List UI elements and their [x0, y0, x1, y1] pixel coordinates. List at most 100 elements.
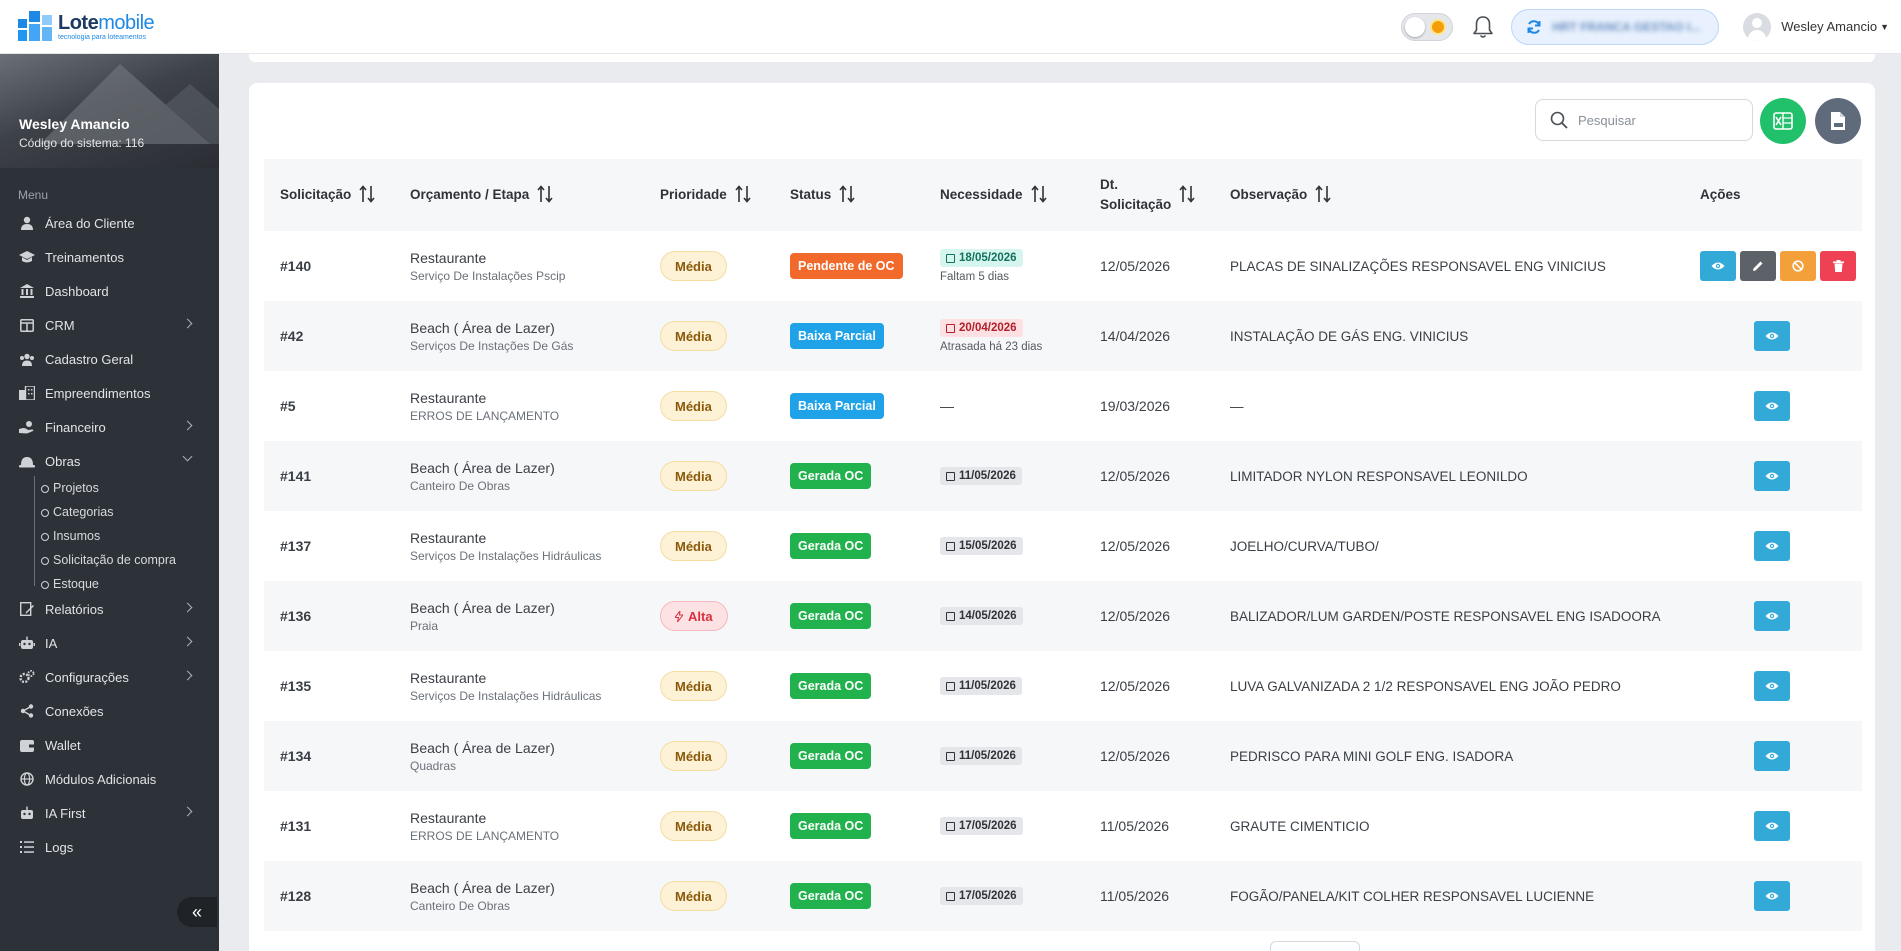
col-prioridade[interactable]: Prioridade	[644, 159, 774, 231]
search-box[interactable]	[1535, 99, 1753, 141]
sidebar-item-modulos-adicionais[interactable]: Módulos Adicionais	[0, 762, 219, 796]
need-date-chip: 20/04/2026	[940, 319, 1023, 337]
view-button[interactable]	[1754, 811, 1790, 841]
company-selector[interactable]: HRT FRANCA GESTAO I...	[1511, 8, 1720, 45]
table-row[interactable]: #137 Restaurante Serviços De Instalações…	[264, 511, 1862, 581]
sort-icon[interactable]	[537, 184, 553, 206]
cancel-button[interactable]	[1780, 251, 1816, 281]
notification-bell-icon[interactable]	[1469, 13, 1497, 41]
eye-icon	[1765, 681, 1779, 691]
sidebar-item-empreendimentos[interactable]: Empreendimentos	[0, 376, 219, 410]
status-cell: Gerada OC	[774, 721, 924, 791]
sort-icon[interactable]	[735, 184, 751, 206]
col-orcamento-etapa[interactable]: Orçamento / Etapa	[394, 159, 644, 231]
need-note: Atrasada há 23 dias	[940, 341, 1043, 353]
caret-down-icon: ▼	[1880, 21, 1889, 32]
col-label-line1: Dt.	[1100, 177, 1118, 192]
actions-cell	[1684, 371, 1862, 441]
purchase-requests-table: Solicitação Orçamento / Etapa Prioridade…	[264, 159, 1862, 931]
sidebar-item-ia-first[interactable]: IA First	[0, 796, 219, 830]
pagination-stub	[1270, 941, 1360, 951]
company-name: HRT FRANCA GESTAO I...	[1552, 19, 1701, 34]
budget-cell: Restaurante Serviços De Instalações Hidr…	[394, 651, 644, 721]
sidebar-item-obras[interactable]: Obras	[0, 444, 219, 478]
user-menu[interactable]: Wesley Amancio ▼	[1743, 12, 1889, 41]
need-cell: 20/04/2026 Atrasada há 23 dias	[924, 301, 1084, 371]
view-button[interactable]	[1754, 601, 1790, 631]
submenu-item-insumos[interactable]: Insumos	[35, 524, 219, 548]
export-pdf-button[interactable]	[1815, 98, 1861, 144]
sidebar-item-relatorios[interactable]: Relatórios	[0, 592, 219, 626]
col-solicitacao[interactable]: Solicitação	[264, 159, 394, 231]
sort-icon[interactable]	[359, 184, 375, 206]
budget-name: Restaurante	[410, 389, 487, 406]
eye-icon	[1765, 821, 1779, 831]
view-button[interactable]	[1754, 531, 1790, 561]
submenu-item-solicitacao-compra[interactable]: Solicitação de compra	[35, 548, 219, 572]
priority-label: Média	[675, 748, 712, 764]
table-row[interactable]: #5 Restaurante ERROS DE LANÇAMENTO Média…	[264, 371, 1862, 441]
table-row[interactable]: #141 Beach ( Área de Lazer) Canteiro De …	[264, 441, 1862, 511]
sidebar-item-label: Módulos Adicionais	[45, 771, 157, 787]
table-row[interactable]: #131 Restaurante ERROS DE LANÇAMENTO Méd…	[264, 791, 1862, 861]
refresh-icon[interactable]	[1526, 19, 1542, 35]
priority-label: Média	[675, 398, 712, 414]
sort-icon[interactable]	[1030, 184, 1047, 206]
priority-cell: Média	[644, 861, 774, 931]
sidebar-item-label: Dashboard	[45, 283, 109, 299]
table-row[interactable]: #135 Restaurante Serviços De Instalações…	[264, 651, 1862, 721]
col-status[interactable]: Status	[774, 159, 924, 231]
avatar	[1743, 12, 1772, 41]
sidebar-item-crm[interactable]: CRM	[0, 308, 219, 342]
logo[interactable]: Lotemobile tecnologia para loteamentos	[18, 10, 218, 43]
status-cell: Gerada OC	[774, 581, 924, 651]
need-cell: 18/05/2026 Faltam 5 dias	[924, 231, 1084, 301]
request-date: 12/05/2026	[1100, 678, 1171, 694]
table-row[interactable]: #128 Beach ( Área de Lazer) Canteiro De …	[264, 861, 1862, 931]
col-necessidade[interactable]: Necessidade	[924, 159, 1084, 231]
submenu-item-categorias[interactable]: Categorias	[35, 500, 219, 524]
request-id: #135	[280, 678, 312, 694]
col-dt-solicitacao[interactable]: Dt. Solicitação	[1084, 159, 1214, 231]
view-button[interactable]	[1754, 321, 1790, 351]
sidebar-item-conexoes[interactable]: Conexões	[0, 694, 219, 728]
submenu-item-estoque[interactable]: Estoque	[35, 572, 219, 596]
view-button[interactable]	[1754, 391, 1790, 421]
sort-icon[interactable]	[1315, 184, 1331, 206]
sort-icon[interactable]	[839, 184, 855, 206]
view-button[interactable]	[1754, 741, 1790, 771]
table-row[interactable]: #140 Restaurante Serviço De Instalações …	[264, 231, 1862, 301]
brand-name-bold: Lote	[58, 11, 99, 34]
table-row[interactable]: #136 Beach ( Área de Lazer) Praia Alta G…	[264, 581, 1862, 651]
brand-tagline: tecnologia para loteamentos	[58, 33, 146, 41]
submenu-item-projetos[interactable]: Projetos	[35, 476, 219, 500]
sidebar-item-dashboard[interactable]: Dashboard	[0, 274, 219, 308]
table-row[interactable]: #134 Beach ( Área de Lazer) Quadras Médi…	[264, 721, 1862, 791]
priority-cell: Média	[644, 791, 774, 861]
view-button[interactable]	[1754, 671, 1790, 701]
collapse-sidebar-button[interactable]: «	[177, 897, 217, 927]
sidebar-item-wallet[interactable]: Wallet	[0, 728, 219, 762]
edit-button[interactable]	[1740, 251, 1776, 281]
sidebar-item-treinamentos[interactable]: Treinamentos	[0, 240, 219, 274]
sidebar-item-area-cliente[interactable]: Área do Cliente	[0, 206, 219, 240]
sort-icon[interactable]	[1179, 184, 1195, 206]
sidebar-item-configuracoes[interactable]: Configurações	[0, 660, 219, 694]
sidebar-item-financeiro[interactable]: Financeiro	[0, 410, 219, 444]
search-input[interactable]	[1578, 112, 1728, 128]
share-icon	[19, 703, 35, 719]
sidebar-item-cadastro-geral[interactable]: Cadastro Geral	[0, 342, 219, 376]
sidebar-item-logs[interactable]: Logs	[0, 830, 219, 864]
table-row[interactable]: #42 Beach ( Área de Lazer) Serviços De I…	[264, 301, 1862, 371]
view-button[interactable]	[1754, 461, 1790, 491]
double-chevron-left-icon: «	[191, 901, 202, 922]
sidebar: Wesley Amancio Código do sistema: 116 Me…	[0, 54, 219, 951]
delete-button[interactable]	[1820, 251, 1856, 281]
export-excel-button[interactable]	[1760, 98, 1806, 144]
priority-label: Média	[675, 328, 712, 344]
col-observacao[interactable]: Observação	[1214, 159, 1684, 231]
view-button[interactable]	[1700, 251, 1736, 281]
view-button[interactable]	[1754, 881, 1790, 911]
sidebar-item-ia[interactable]: IA	[0, 626, 219, 660]
theme-toggle[interactable]	[1401, 12, 1454, 41]
